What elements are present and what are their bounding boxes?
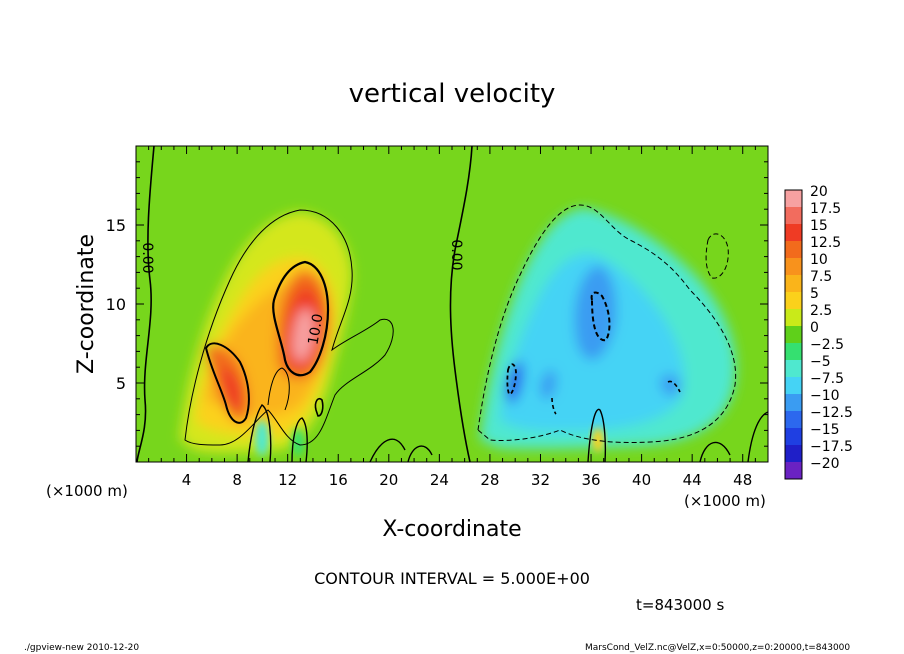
colorbar-label: 10	[810, 252, 828, 268]
colorbar-label: 2.5	[810, 303, 832, 319]
colorbar-swatch	[785, 326, 802, 343]
x-tick-label: 24	[430, 471, 449, 489]
colorbar-swatch	[785, 428, 802, 445]
colorbar-swatch	[785, 258, 802, 275]
updraft-field	[180, 212, 352, 453]
colorbar-swatch	[785, 224, 802, 241]
colorbar-label: 12.5	[810, 235, 841, 251]
colorbar-swatch	[785, 394, 802, 411]
y-tick-label: 15	[106, 216, 126, 235]
colorbar-swatch	[785, 309, 802, 326]
x-tick-label: 40	[632, 471, 651, 489]
colorbar-swatch	[785, 411, 802, 428]
colorbar-label: 0	[810, 320, 819, 336]
colorbar-swatch	[785, 377, 802, 394]
contour-label: 10.0	[305, 313, 326, 346]
x-tick-label: 20	[379, 471, 398, 489]
contour-lines	[136, 146, 768, 462]
colorbar-swatch	[785, 292, 802, 309]
x-tick-label: 48	[733, 471, 752, 489]
colorbar-label: −12.5	[810, 405, 853, 421]
x-tick-label: 4	[182, 471, 192, 489]
chart-title: vertical velocity	[349, 79, 556, 109]
colorbar-label: −10	[810, 388, 840, 404]
y-tick-label: 10	[106, 295, 126, 314]
colorbar: 2017.51512.5107.552.50−2.5−5−7.5−10−12.5…	[784, 184, 853, 480]
contour-label: 0.00	[139, 242, 155, 273]
x-axis: 4 8 12 16 20 24 28 32 36 40 44 48	[148, 146, 756, 489]
colorbar-swatch	[785, 343, 802, 360]
x-tick-label: 36	[581, 471, 600, 489]
y-tick-label: 5	[116, 374, 126, 393]
colorbar-label: −7.5	[810, 371, 844, 387]
colorbar-label: −5	[810, 354, 831, 370]
colorbar-label: 17.5	[810, 201, 841, 217]
x-tick-label: 8	[232, 471, 242, 489]
x-unit-label-right: (×1000 m)	[684, 492, 766, 510]
colorbar-label: −17.5	[810, 439, 853, 455]
colorbar-swatch	[785, 207, 802, 224]
footer-left: ./gpview-new 2010-12-20	[24, 643, 139, 653]
y-axis-title: Z-coordinate	[74, 234, 99, 374]
x-tick-label: 12	[278, 471, 297, 489]
x-unit-label-left: (×1000 m)	[46, 482, 128, 500]
y-axis: 5 10 15	[106, 161, 768, 447]
colorbar-swatch	[785, 275, 802, 292]
plot-area	[136, 146, 768, 462]
colorbar-swatch	[785, 241, 802, 258]
colorbar-frame	[784, 189, 803, 480]
colorbar-label: 15	[810, 218, 828, 234]
colorbar-label: 20	[810, 184, 828, 200]
colorbar-label: −2.5	[810, 337, 844, 353]
time-text: t=843000 s	[636, 596, 724, 614]
colorbar-swatch	[785, 190, 802, 207]
x-tick-label: 44	[683, 471, 702, 489]
colorbar-label: 7.5	[810, 269, 832, 285]
contour-label: 0.00	[448, 239, 464, 270]
colorbar-swatch	[785, 360, 802, 377]
colorbar-label: −20	[810, 456, 840, 472]
x-tick-label: 16	[329, 471, 348, 489]
colorbar-label: 5	[810, 286, 819, 302]
x-tick-label: 32	[531, 471, 550, 489]
colorbar-label: −15	[810, 422, 840, 438]
x-axis-title: X-coordinate	[382, 517, 521, 542]
footer-right: MarsCond_VelZ.nc@VelZ,x=0:50000,z=0:2000…	[585, 643, 850, 653]
colorbar-swatch	[785, 445, 802, 462]
x-tick-label: 28	[480, 471, 499, 489]
contour-interval-text: CONTOUR INTERVAL = 5.000E+00	[314, 569, 590, 588]
colorbar-swatch	[785, 462, 802, 479]
